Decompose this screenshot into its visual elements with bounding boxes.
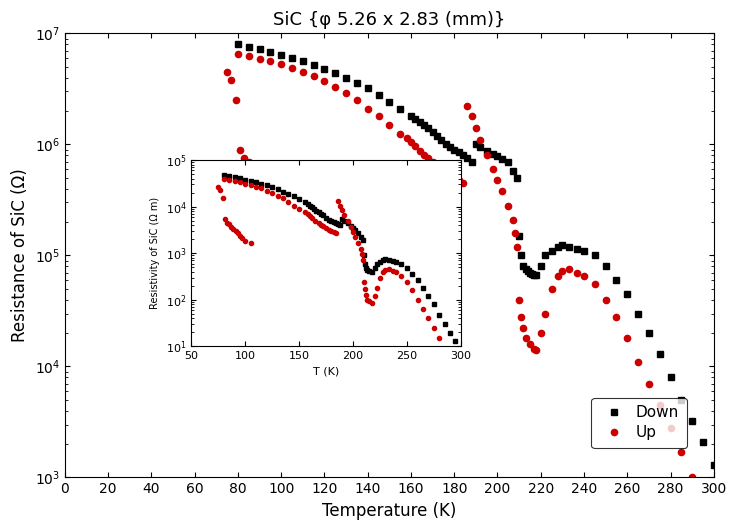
Line: Up: Up (235, 51, 717, 514)
Up (508, 217, 517, 223)
Up (288, 65, 297, 71)
Up (709, 508, 718, 514)
Up (432, 162, 441, 168)
Title: SiC {φ 5.26 x 2.83 (mm)}: SiC {φ 5.26 x 2.83 (mm)} (273, 11, 506, 29)
Down (374, 92, 383, 98)
Legend: Down, Up: Down, Up (591, 398, 686, 448)
Up (428, 158, 437, 165)
X-axis label: Temperature (K): Temperature (K) (323, 502, 457, 520)
Up (374, 113, 383, 119)
Up (331, 84, 339, 90)
Down (437, 136, 446, 143)
Down (288, 55, 297, 61)
Down (432, 132, 441, 139)
Down (709, 461, 718, 468)
Y-axis label: Resistance of SiC (Ω): Resistance of SiC (Ω) (11, 168, 29, 342)
Up (233, 51, 242, 57)
Down (512, 175, 521, 181)
Down (331, 70, 339, 76)
Line: Down: Down (235, 41, 717, 468)
Down (233, 41, 242, 47)
